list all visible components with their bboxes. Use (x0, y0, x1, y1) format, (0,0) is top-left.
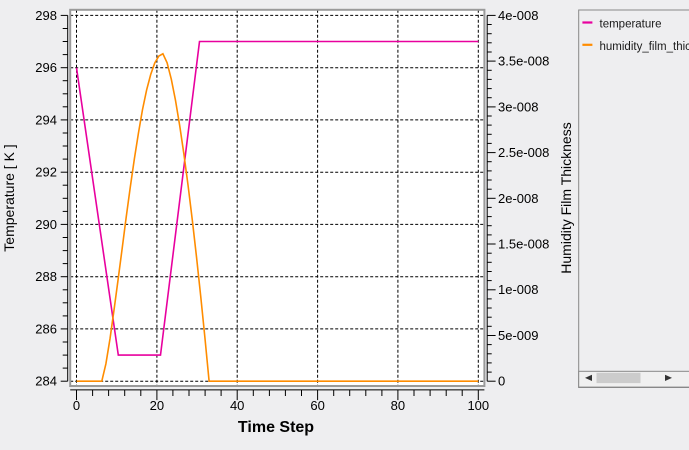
svg-text:4e-008: 4e-008 (498, 8, 538, 23)
svg-text:296: 296 (35, 60, 57, 75)
svg-text:Humidity Film Thickness: Humidity Film Thickness (558, 122, 574, 273)
svg-text:0: 0 (498, 374, 505, 389)
svg-text:Time Step: Time Step (238, 419, 314, 436)
svg-text:290: 290 (35, 217, 57, 232)
svg-text:288: 288 (35, 269, 57, 284)
svg-text:294: 294 (35, 112, 57, 127)
svg-text:humidity_film_thic: humidity_film_thic (600, 41, 689, 53)
svg-text:3.5e-008: 3.5e-008 (498, 54, 549, 69)
svg-text:292: 292 (35, 165, 57, 180)
svg-text:80: 80 (391, 398, 405, 413)
svg-text:0: 0 (73, 398, 80, 413)
svg-text:2e-008: 2e-008 (498, 191, 538, 206)
svg-text:298: 298 (35, 8, 57, 23)
svg-text:5e-009: 5e-009 (498, 328, 538, 343)
svg-text:284: 284 (35, 374, 57, 389)
svg-text:1.5e-008: 1.5e-008 (498, 237, 549, 252)
svg-text:2.5e-008: 2.5e-008 (498, 145, 549, 160)
svg-text:Temperature [ K ]: Temperature [ K ] (1, 144, 17, 251)
svg-text:60: 60 (310, 398, 324, 413)
svg-text:temperature: temperature (600, 19, 662, 31)
svg-text:286: 286 (35, 321, 57, 336)
svg-text:3e-008: 3e-008 (498, 99, 538, 114)
svg-text:20: 20 (150, 398, 164, 413)
svg-text:40: 40 (230, 398, 244, 413)
svg-text:1e-008: 1e-008 (498, 282, 538, 297)
svg-text:100: 100 (467, 398, 489, 413)
